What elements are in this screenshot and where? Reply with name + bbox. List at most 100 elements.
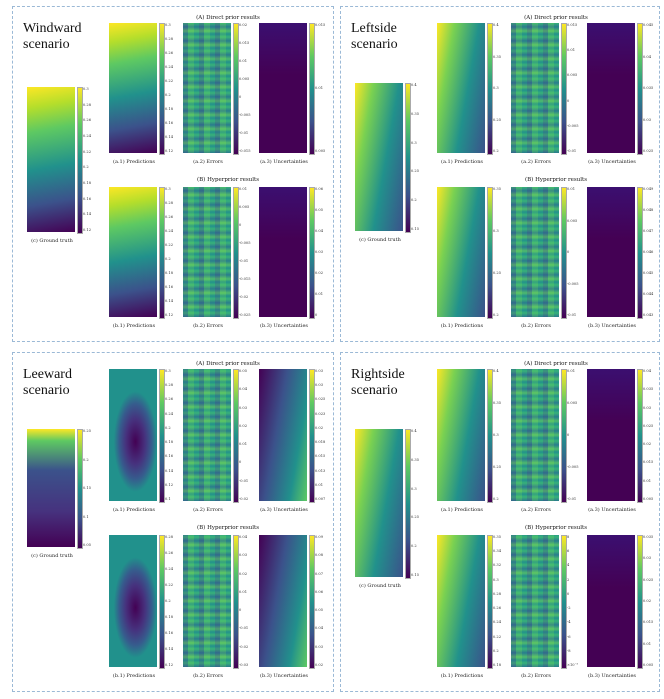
cbar-b3-tick: 0.08: [315, 553, 324, 558]
ground-truth-heatmap: [27, 87, 75, 232]
ground-truth-tick: 0.2: [83, 165, 89, 170]
heatmap-a3: [587, 369, 635, 501]
cbar-b2-tick: 0.005: [567, 218, 578, 223]
cbar-b2-tick: 6: [567, 549, 570, 554]
ground-truth-heatmap: [355, 83, 403, 231]
cbar-b3-tick: 0.06: [315, 187, 324, 191]
ground-truth-heatmap: [27, 429, 75, 547]
cbar-b3-tick: 0.03: [315, 644, 324, 649]
cbar-a3-tick: 0.007: [315, 497, 326, 501]
caption-a2: (a.2) Errors: [521, 507, 551, 513]
cbar-a2-tick: -0.005: [567, 465, 579, 469]
cbar-b3-tick: 0.049: [643, 187, 654, 191]
heatmap-b2: [511, 187, 559, 317]
cbar-a3-tick: 0.015: [315, 454, 326, 459]
ground-truth-tick: 0.25: [411, 169, 420, 174]
caption-ground-truth: (c) Ground truth: [31, 238, 73, 244]
cbar-a3-tick: 0.023: [315, 411, 326, 416]
caption-b2: (b.2) Errors: [521, 673, 551, 679]
cbar-a2-tick: 0.005: [567, 401, 578, 405]
cbar-b3-tick: 0.045: [643, 271, 654, 275]
cbar-a2-tick: 0.01: [567, 48, 576, 53]
scenario-title: Rightside scenario: [351, 367, 405, 398]
cbar-a1-tick: 0.14: [165, 135, 174, 139]
caption-a1: (a.1) Predictions: [441, 159, 483, 165]
cbar-a2-tick: 0.05: [239, 369, 248, 373]
heatmap-a2: [183, 369, 231, 501]
caption-a1: (a.1) Predictions: [441, 507, 483, 513]
scenario-title: Windward scenario: [23, 21, 82, 52]
cbar-a3-colorbar: [637, 369, 643, 503]
cbar-b2-tick: -8: [567, 648, 571, 653]
ground-truth-tick: 0.2: [411, 198, 417, 203]
ground-truth-colorbar: [405, 83, 411, 233]
heatmap-a2: [183, 23, 231, 153]
cbar-b3-tick: 0.043: [643, 313, 654, 317]
cbar-b1-tick: 0.26: [165, 215, 174, 219]
heatmap-b1: [109, 535, 157, 667]
cbar-b1-tick: 0.24: [165, 229, 174, 233]
caption-b2: (b.2) Errors: [193, 673, 223, 679]
heatmap-b2: [183, 535, 231, 667]
ground-truth-tick: 0.25: [83, 429, 92, 433]
ground-truth-tick: 0.28: [83, 102, 92, 107]
cbar-b1-tick: 0.34: [493, 549, 502, 554]
cbar-b2-tick: 0: [239, 223, 242, 227]
ground-truth-tick: 0.15: [411, 227, 420, 231]
cbar-b1-tick: 0.18: [165, 271, 174, 275]
cbar-a1-tick: 0.2: [165, 93, 171, 97]
cbar-b1-tick: 0.18: [493, 663, 502, 667]
cbar-a2-tick: 0.015: [239, 41, 250, 45]
cbar-a1-colorbar: [159, 23, 165, 155]
cbar-b1-tick: 0.18: [165, 615, 174, 619]
caption-b1: (b.1) Predictions: [440, 323, 484, 329]
cbar-a1-tick: 0.25: [493, 117, 502, 122]
cbar-a3-tick: 0.045: [643, 23, 654, 27]
cbar-a3-tick: 0.013: [315, 468, 326, 473]
cbar-b3-tick: 0.01: [643, 641, 652, 646]
cbar-a1-tick: 0.28: [165, 383, 174, 388]
ground-truth-tick: 0.14: [83, 212, 92, 217]
cbar-b2-tick: -2: [567, 606, 571, 611]
caption-b1: (b.1) Predictions: [112, 673, 156, 679]
ground-truth-colorbar: [405, 429, 411, 579]
heatmap-b3: [259, 535, 307, 667]
cbar-a1-tick: 0.24: [165, 411, 174, 416]
cbar-b2-tick: 0: [239, 608, 242, 613]
heatmap-a3: [259, 369, 307, 501]
heatmap-b1: [437, 187, 485, 317]
cbar-b1-tick: 0.2: [165, 599, 171, 603]
ground-truth-tick: 0.35: [411, 457, 420, 462]
cbar-a3-tick: 0.01: [315, 482, 324, 487]
cbar-a3-colorbar: [309, 369, 315, 503]
heatmap-a3: [259, 23, 307, 153]
cbar-a3-tick: 0.04: [643, 54, 652, 59]
cbar-b3-colorbar: [637, 187, 643, 319]
caption-b2: (b.2) Errors: [193, 323, 223, 329]
cbar-b1-tick: 0.26: [165, 551, 174, 555]
heatmap-a1: [437, 369, 485, 501]
cbar-a3-tick: 0.005: [643, 497, 654, 501]
cbar-a3-tick: 0.018: [315, 440, 326, 445]
cbar-b2-tick: -0.02: [239, 644, 249, 649]
cbar-b1-tick: 0.16: [165, 285, 174, 289]
caption-a3: (a.3) Uncertainties: [260, 507, 308, 513]
cbar-a2-tick: 0: [567, 98, 570, 103]
cbar-a1-tick: 0.16: [165, 454, 174, 459]
cbar-a2-tick: 0.02: [239, 23, 248, 27]
cbar-a2-tick: -0.01: [239, 131, 249, 135]
heatmap-a1: [109, 23, 157, 153]
cbar-b2-tick: -0.01: [239, 626, 249, 631]
cbar-b1-tick: 0.24: [165, 567, 174, 571]
heatmap-b2: [183, 187, 231, 317]
cbar-a1-tick: 0.3: [165, 23, 171, 27]
ground-truth-tick: 0.12: [83, 228, 92, 232]
cbar-b2-tick: 0: [567, 591, 570, 596]
ground-truth-tick: 0.3: [411, 140, 417, 145]
cbar-b2-tick: -0.01: [567, 313, 577, 317]
cbar-b1-tick: 0.16: [165, 631, 174, 635]
ground-truth-tick: 0.4: [411, 429, 417, 433]
ground-truth-tick: 0.2: [83, 457, 89, 462]
cbar-b2-tick: ×10⁻³: [567, 663, 578, 667]
cbar-a2-colorbar: [561, 23, 567, 155]
